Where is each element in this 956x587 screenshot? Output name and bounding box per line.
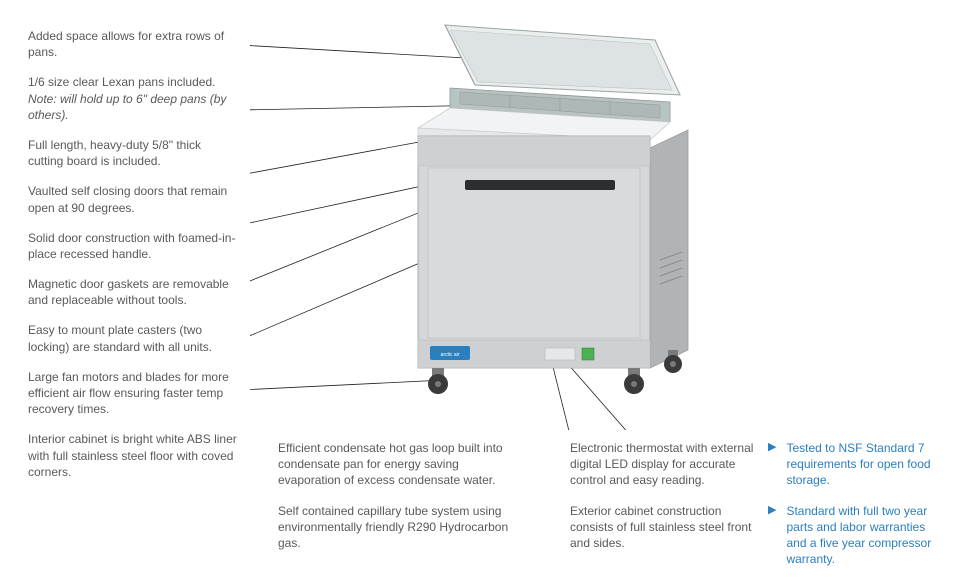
bottom-feature-column-2: Electronic thermostat with external digi… [570, 440, 760, 565]
feature-text: 1/6 size clear Lexan pans included. [28, 75, 215, 89]
feature-item: Interior cabinet is bright white ABS lin… [28, 431, 238, 480]
triangle-bullet-icon: ▶ [768, 440, 776, 489]
feature-text: Magnetic door gaskets are removable and … [28, 277, 229, 307]
feature-note: Note: will hold up to 6" deep pans (by o… [28, 92, 226, 122]
feature-item: Easy to mount plate casters (two locking… [28, 322, 238, 354]
control-panel [545, 348, 594, 360]
feature-text: Self contained capillary tube system usi… [278, 504, 508, 550]
feature-item: Magnetic door gaskets are removable and … [28, 276, 238, 308]
feature-item: Large fan motors and blades for more eff… [28, 369, 238, 418]
feature-text: Vaulted self closing doors that remain o… [28, 184, 227, 214]
feature-text: Interior cabinet is bright white ABS lin… [28, 432, 237, 478]
feature-text: Solid door construction with foamed-in-p… [28, 231, 235, 261]
bottom-feature-column-1: Efficient condensate hot gas loop built … [278, 440, 518, 565]
feature-item: Full length, heavy-duty 5/8" thick cutti… [28, 137, 238, 169]
bullet-text: Standard with full two year parts and la… [786, 503, 936, 568]
feature-text: Electronic thermostat with external digi… [570, 441, 753, 487]
feature-item: Added space allows for extra rows of pan… [28, 28, 238, 60]
feature-item: Solid door construction with foamed-in-p… [28, 230, 238, 262]
feature-text: Easy to mount plate casters (two locking… [28, 323, 212, 353]
brand-badge: arctic air [430, 346, 470, 360]
product-diagram: arctic air [250, 10, 750, 430]
bullet-text: Tested to NSF Standard 7 requirements fo… [786, 440, 936, 489]
feature-text: Large fan motors and blades for more eff… [28, 370, 229, 416]
bullet-item: ▶ Tested to NSF Standard 7 requirements … [768, 440, 936, 489]
feature-item: Electronic thermostat with external digi… [570, 440, 760, 489]
feature-item: Self contained capillary tube system usi… [278, 503, 518, 552]
feature-text: Efficient condensate hot gas loop built … [278, 441, 503, 487]
triangle-bullet-icon: ▶ [768, 503, 776, 568]
left-feature-column: Added space allows for extra rows of pan… [28, 28, 238, 494]
feature-item: Vaulted self closing doors that remain o… [28, 183, 238, 215]
feature-text: Exterior cabinet construction consists o… [570, 504, 751, 550]
feature-item: 1/6 size clear Lexan pans included. Note… [28, 74, 238, 123]
feature-item: Exterior cabinet construction consists o… [570, 503, 760, 552]
feature-text: Full length, heavy-duty 5/8" thick cutti… [28, 138, 201, 168]
feature-item: Efficient condensate hot gas loop built … [278, 440, 518, 489]
feature-text: Added space allows for extra rows of pan… [28, 29, 224, 59]
svg-text:arctic air: arctic air [441, 352, 460, 358]
right-bullet-column: ▶ Tested to NSF Standard 7 requirements … [768, 440, 936, 581]
bullet-item: ▶ Standard with full two year parts and … [768, 503, 936, 568]
cabinet-body: arctic air [418, 130, 688, 368]
prep-table-lid [445, 25, 680, 95]
